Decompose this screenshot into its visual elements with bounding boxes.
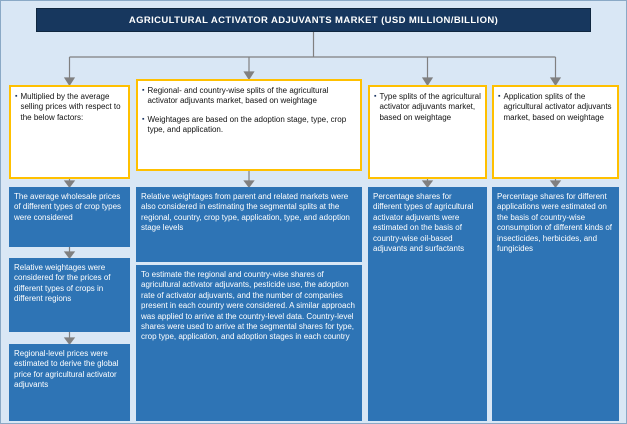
arrow-down-icon [549,77,562,87]
bullet-square-icon: ▪ [142,115,145,123]
step-text: The average wholesale prices of differen… [14,192,122,222]
criteria-text: Type splits of the agricultural activato… [379,92,481,122]
box-type-shares: Percentage shares for different types of… [368,187,487,421]
arrow-down-icon [63,77,76,87]
criteria-text: Application splits of the agricultural a… [503,92,612,122]
criteria-bullet: ▪ Regional- and country-wise splits of t… [142,86,356,107]
criteria-box-application-splits: ▪ Application splits of the agricultural… [492,85,619,179]
bullet-square-icon: ▪ [142,87,145,94]
step-text: Regional-level prices were estimated to … [14,349,119,390]
title-bar: AGRICULTURAL ACTIVATOR ADJUVANTS MARKET … [36,8,591,32]
box-wholesale-prices: The average wholesale prices of differen… [9,187,130,247]
bullet-square-icon: ▪ [498,93,501,100]
bullet-square-icon: ▪ [374,93,377,100]
step-text: Percentage shares for different applicat… [497,192,613,253]
criteria-bullet: ▪ Multiplied by the average selling pric… [15,92,124,123]
criteria-box-type-splits: ▪ Type splits of the agricultural activa… [368,85,487,179]
bullet-square-icon: ▪ [15,93,18,100]
criteria-text: Regional- and country-wise splits of the… [147,86,329,106]
arrow-down-icon [243,71,255,81]
step-text: To estimate the regional and country-wis… [141,270,355,342]
criteria-text: Multiplied by the average selling prices… [20,92,121,122]
criteria-bullet: ▪ Weightages are based on the adoption s… [142,115,356,136]
box-country-estimation: To estimate the regional and country-wis… [136,265,362,421]
step-text: Percentage shares for different types of… [373,192,474,253]
step-text: Relative weightages were considered for … [14,263,111,304]
criteria-text: Weightages are based on the adoption sta… [147,114,347,135]
arrow-down-icon [421,77,434,87]
box-relative-weightages-prices: Relative weightages were considered for … [9,258,130,332]
diagram-title: AGRICULTURAL ACTIVATOR ADJUVANTS MARKET … [128,14,499,26]
criteria-bullet: ▪ Application splits of the agricultural… [498,92,613,123]
box-parent-market-weightages: Relative weightages from parent and rela… [136,187,362,262]
box-application-shares: Percentage shares for different applicat… [492,187,619,421]
criteria-box-pricing: ▪ Multiplied by the average selling pric… [9,85,130,179]
criteria-box-regional-splits: ▪ Regional- and country-wise splits of t… [136,79,362,171]
box-regional-level-prices: Regional-level prices were estimated to … [9,344,130,421]
criteria-bullet: ▪ Type splits of the agricultural activa… [374,92,481,123]
step-text: Relative weightages from parent and rela… [141,192,350,233]
